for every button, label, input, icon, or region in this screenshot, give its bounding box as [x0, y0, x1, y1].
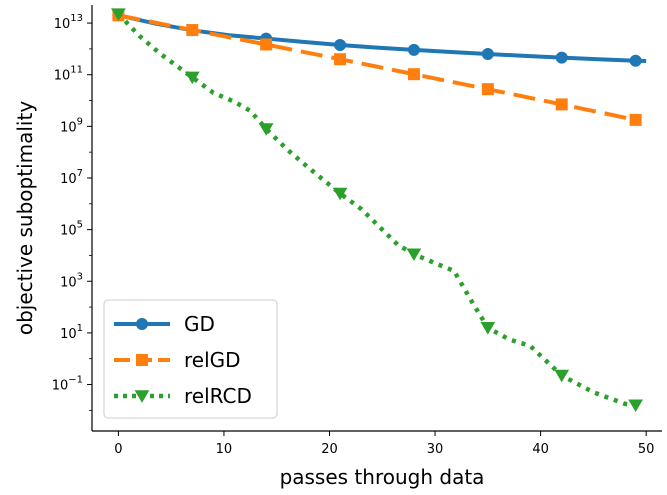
data-point-relrcd — [184, 71, 200, 85]
data-point-relrcd — [480, 322, 496, 335]
y-tick-label: 103 — [60, 271, 83, 290]
y-tick-label: 109 — [60, 116, 83, 135]
legend-label-gd: GD — [184, 312, 215, 336]
series-line-relrcd — [116, 12, 636, 408]
x-tick-label: 40 — [532, 442, 549, 457]
y-tick-label: 1011 — [54, 65, 83, 84]
data-point-relgd — [629, 113, 642, 126]
data-point-relrcd — [406, 248, 422, 261]
data-point-gd — [555, 51, 568, 64]
legend-label-relrcd: relRCD — [184, 384, 252, 408]
series-relgd — [112, 9, 642, 126]
series-layer — [111, 8, 647, 413]
plot-axes — [91, 5, 662, 432]
data-point-relrcd — [628, 399, 643, 413]
series-line-gd — [117, 13, 647, 64]
data-point-relrcd — [258, 123, 274, 136]
legend-marker-gd — [136, 318, 148, 330]
data-point-gd — [407, 43, 420, 56]
y-tick-label: 101 — [60, 323, 83, 342]
data-point-relrcd — [554, 369, 570, 383]
legend-item-relgd: relGD — [114, 348, 241, 372]
legend: GD relGD relRCD — [103, 299, 278, 419]
data-point-gd — [629, 54, 642, 67]
legend-item-relrcd: relRCD — [114, 384, 252, 408]
x-tick-label: 30 — [427, 442, 444, 457]
data-point-relgd — [481, 83, 494, 96]
x-axis-label: passes through data — [280, 465, 485, 489]
y-tick-label: 107 — [60, 168, 83, 187]
y-axis-label: objective suboptimality — [13, 101, 37, 336]
data-point-gd — [334, 39, 347, 52]
data-point-relgd — [260, 38, 273, 51]
data-point-relrcd — [332, 187, 348, 201]
y-tick-label: 10−1 — [52, 375, 83, 394]
x-tick-label: 10 — [216, 442, 233, 457]
legend-marker-relrcd — [134, 390, 150, 403]
y-tick-label: 1013 — [54, 13, 83, 32]
x-tick-label: 0 — [114, 442, 122, 457]
series-line-relgd — [117, 13, 637, 122]
legend-item-gd: GD — [114, 312, 215, 336]
legend-label-relgd: relGD — [184, 348, 241, 372]
x-tick-label: 20 — [321, 442, 338, 457]
data-point-relgd — [407, 68, 420, 81]
data-point-gd — [481, 48, 494, 61]
y-tick-label: 105 — [60, 220, 83, 239]
legend-box — [103, 299, 278, 419]
data-point-relgd — [186, 24, 199, 37]
data-point-relgd — [555, 98, 568, 111]
data-point-relrcd — [111, 8, 126, 21]
series-gd — [112, 9, 647, 67]
series-relrcd — [111, 8, 643, 413]
x-tick-label: 50 — [638, 442, 655, 457]
x-axis-ticks: 0 10 20 30 40 50 — [114, 431, 654, 457]
legend-marker-relgd — [136, 354, 148, 366]
y-axis-ticks: 10−1 101 103 105 107 109 1011 1013 — [52, 13, 92, 411]
data-point-relgd — [334, 53, 347, 66]
